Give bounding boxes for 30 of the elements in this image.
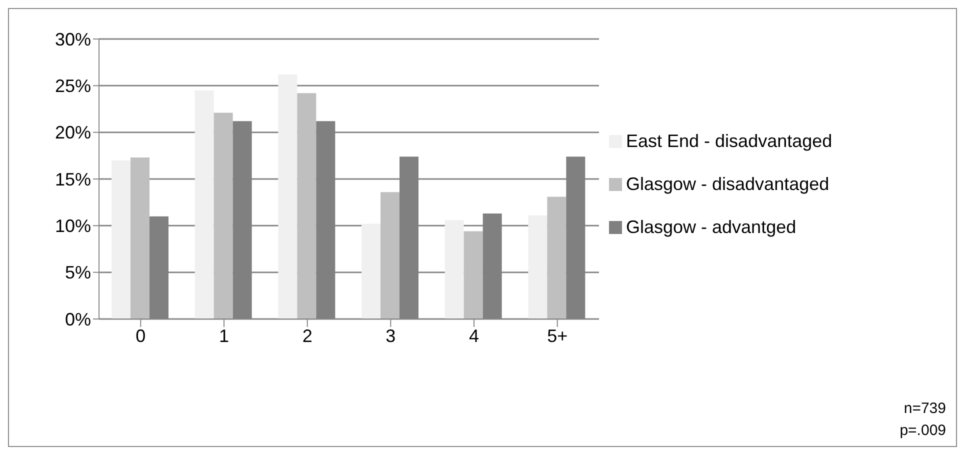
x-tick-label: 5+ <box>547 326 568 346</box>
legend-label: Glasgow - advantged <box>626 216 796 238</box>
x-tick-label: 0 <box>136 326 146 346</box>
y-tick-label: 15% <box>54 169 91 190</box>
bar <box>194 90 214 319</box>
bar <box>297 93 316 319</box>
bar <box>130 158 150 319</box>
y-tick-label: 5% <box>64 262 91 283</box>
bar <box>112 160 130 319</box>
bar <box>362 224 380 319</box>
x-tick-label: 4 <box>468 326 480 346</box>
text: n=739 <box>902 399 946 419</box>
bar <box>528 215 548 319</box>
bar <box>380 192 400 319</box>
x-tick-label: 2 <box>302 326 312 346</box>
legend-label: Glasgow - disadvantaged <box>626 174 830 194</box>
legend-label: East End - disadvantaged <box>626 130 832 152</box>
y-tick-label: 20% <box>54 122 91 143</box>
y-tick-label: 0% <box>64 309 91 330</box>
text: p=.009 <box>900 421 946 441</box>
bar <box>444 220 464 319</box>
x-tick-label: 3 <box>386 326 396 346</box>
y-tick-label: 30% <box>54 29 91 50</box>
bar <box>214 112 233 319</box>
bar <box>464 231 483 319</box>
y-tick-label: 25% <box>54 76 91 96</box>
x-tick-label: 1 <box>218 326 230 346</box>
bar <box>278 74 298 319</box>
y-tick-label: 10% <box>54 216 91 236</box>
bar <box>547 196 566 319</box>
